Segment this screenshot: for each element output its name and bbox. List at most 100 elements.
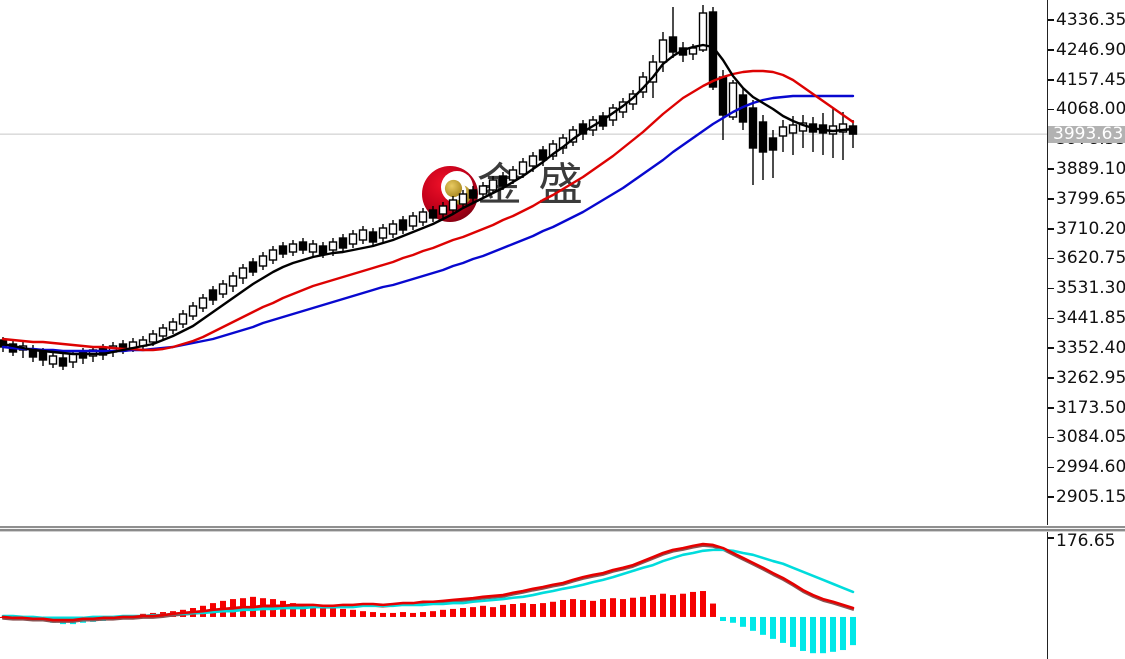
bull-candle xyxy=(838,123,848,133)
bull-candle xyxy=(508,169,518,181)
axis-tick-label: 3262.95 xyxy=(1056,367,1125,388)
bull-candle xyxy=(288,243,298,253)
axis-tick xyxy=(1048,436,1054,439)
axis-tick xyxy=(1048,257,1054,260)
bull-candle xyxy=(448,199,458,211)
bear-candle xyxy=(278,245,288,255)
axis-tick xyxy=(1048,466,1054,469)
current-price-box: 3993.63 xyxy=(1048,123,1125,144)
bear-candle xyxy=(538,149,548,161)
axis-tick-label: 4068.00 xyxy=(1056,99,1125,120)
macd-chart[interactable] xyxy=(0,532,1047,659)
axis-tick xyxy=(1048,19,1054,21)
macd-bar-up xyxy=(430,611,436,617)
macd-bar-up xyxy=(570,599,576,617)
macd-bar-up xyxy=(490,607,496,617)
bull-candle xyxy=(728,82,738,118)
bear-candle xyxy=(668,36,678,53)
axis-tick-label: 3084.05 xyxy=(1056,427,1125,448)
macd-bar-up xyxy=(330,608,336,617)
macd-bar-up xyxy=(620,599,626,617)
bull-candle xyxy=(408,215,418,227)
axis-tick xyxy=(1048,496,1054,498)
macd-bar-up xyxy=(640,596,646,617)
bull-candle xyxy=(348,233,358,245)
bull-candle xyxy=(528,155,538,167)
axis-tick xyxy=(1048,79,1054,81)
bull-candle xyxy=(148,333,158,343)
bear-candle xyxy=(298,241,308,251)
bull-candle xyxy=(188,305,198,317)
macd-bar-up xyxy=(690,591,696,617)
bull-candle xyxy=(68,353,78,363)
macd-bar-down xyxy=(720,616,726,621)
bear-candle xyxy=(368,231,378,243)
pane-separator[interactable] xyxy=(0,525,1125,532)
bull-candle xyxy=(478,185,488,195)
indicator-scale-label: 176.65 xyxy=(1056,530,1116,551)
axis-tick xyxy=(1048,287,1054,290)
macd-bar-up xyxy=(610,598,616,617)
macd-bar-up xyxy=(340,608,346,617)
bull-candle xyxy=(388,223,398,235)
macd-bar-down xyxy=(790,616,796,647)
macd-bar-down xyxy=(810,616,816,654)
macd-bar-down xyxy=(750,616,756,631)
macd-bar-up xyxy=(480,605,486,617)
bull-candle xyxy=(548,143,558,157)
macd-bar-up xyxy=(630,597,636,617)
macd-bar-up xyxy=(390,612,396,617)
bear-candle xyxy=(58,357,68,367)
bull-candle xyxy=(308,243,318,253)
axis-tick-label: 4246.90 xyxy=(1056,39,1125,60)
macd-bar-up xyxy=(550,601,556,617)
macd-bar-up xyxy=(710,603,716,617)
macd-bar-up xyxy=(310,605,316,617)
macd-bar-down xyxy=(740,616,746,627)
bear-candle xyxy=(318,245,328,255)
bear-candle xyxy=(38,351,48,361)
ma-fast-black-line xyxy=(1,43,855,356)
price-axis[interactable]: 3993.63 176.65 4336.35 4246.90 4157.45 4068… xyxy=(1047,0,1125,659)
macd-histogram xyxy=(0,591,856,654)
axis-tick-label: 3352.40 xyxy=(1056,337,1125,358)
macd-bar-up xyxy=(700,591,706,617)
macd-bar-up xyxy=(670,595,676,617)
candles xyxy=(0,5,858,370)
axis-tick xyxy=(1048,537,1054,539)
axis-tick-label: 3710.20 xyxy=(1056,218,1125,239)
bull-candle xyxy=(488,179,498,191)
axis-tick-label: 4336.35 xyxy=(1056,9,1125,30)
macd-bar-down xyxy=(820,616,826,654)
macd-bar-down xyxy=(730,616,736,623)
macd-bar-down xyxy=(780,616,786,643)
axis-tick-label: 3441.85 xyxy=(1056,308,1125,329)
macd-bar-up xyxy=(350,609,356,617)
bull-candle xyxy=(438,205,448,215)
macd-bar-up xyxy=(410,612,416,617)
macd-bar-up xyxy=(600,599,606,617)
bull-candle xyxy=(698,12,708,51)
macd-bar-down xyxy=(760,616,766,635)
macd-bar-up xyxy=(540,603,546,617)
bear-candle xyxy=(428,209,438,219)
macd-bar-up xyxy=(510,603,516,617)
axis-tick-label: 3799.65 xyxy=(1056,188,1125,209)
macd-bar-up xyxy=(400,612,406,617)
axis-tick xyxy=(1048,228,1054,230)
macd-bar-up xyxy=(300,604,306,617)
bull-candle xyxy=(258,255,268,267)
axis-tick-label: 3889.10 xyxy=(1056,158,1125,179)
axis-tick xyxy=(1048,317,1054,320)
bull-candle xyxy=(658,39,668,63)
bull-candle xyxy=(168,321,178,331)
bear-candle xyxy=(208,289,218,301)
bull-candle xyxy=(178,313,188,325)
main-chart[interactable] xyxy=(0,0,1047,525)
axis-tick-label: 3531.30 xyxy=(1056,278,1125,299)
current-price-value: 3993.63 xyxy=(1053,123,1124,144)
macd-bar-up xyxy=(680,593,686,617)
macd-bar-down xyxy=(770,616,776,639)
macd-bar-down xyxy=(850,616,856,646)
